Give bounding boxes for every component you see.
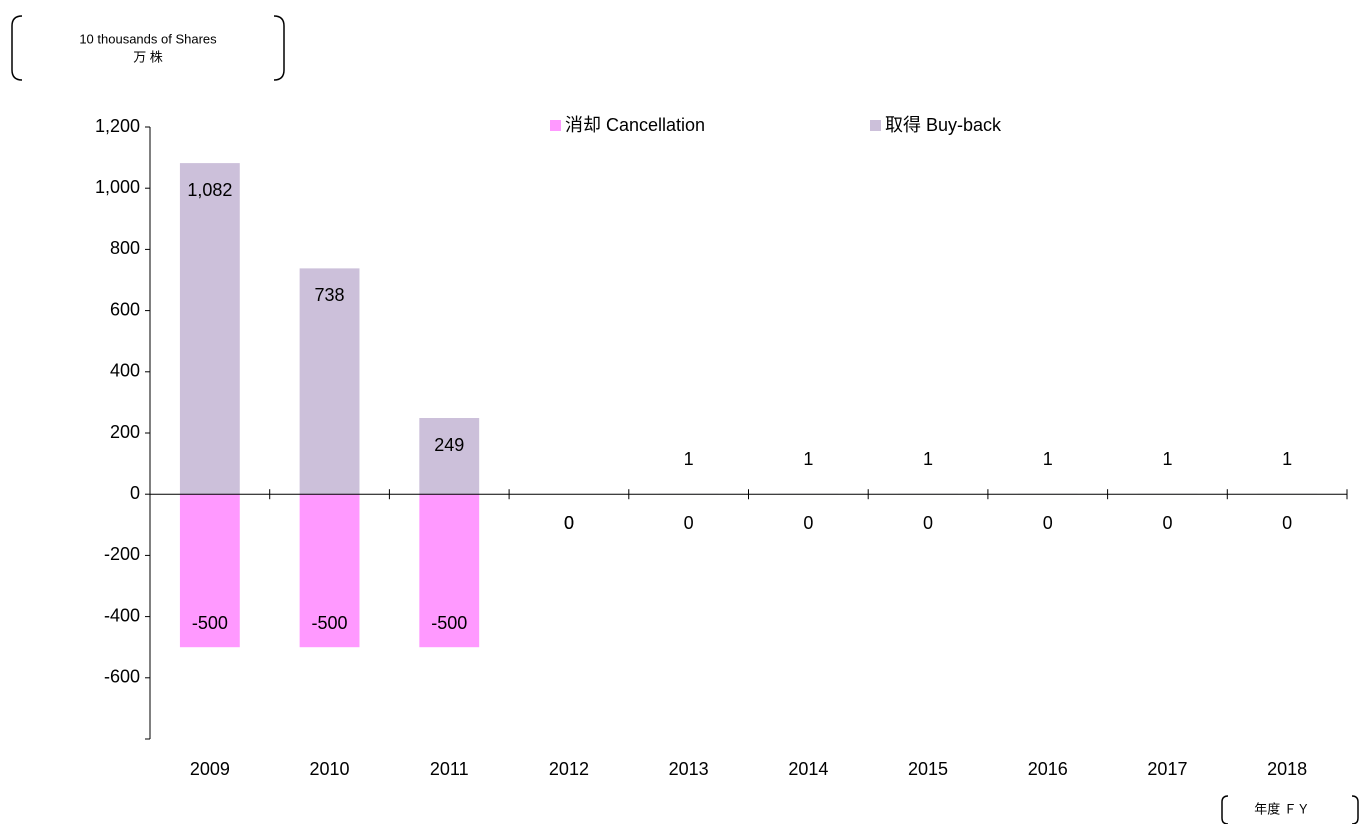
y-tick-label: -600 — [104, 667, 140, 687]
legend-swatch — [870, 120, 881, 131]
bar — [179, 163, 240, 495]
x-tick-label: 2017 — [1147, 759, 1187, 779]
unit-label: 10 thousands of Shares — [79, 31, 217, 46]
unit-label-ja: 万 株 — [133, 49, 163, 64]
data-label: 1 — [1282, 449, 1292, 469]
bracket — [273, 15, 285, 81]
data-label: -500 — [431, 613, 467, 633]
data-label: 1 — [1162, 449, 1172, 469]
y-tick-label: 1,200 — [95, 116, 140, 136]
y-tick-label: 400 — [110, 361, 140, 381]
data-label: 1 — [1043, 449, 1053, 469]
x-tick-label: 2014 — [788, 759, 828, 779]
x-tick-label: 2011 — [430, 759, 469, 779]
x-tick-label: 2016 — [1028, 759, 1068, 779]
y-tick-label: 800 — [110, 238, 140, 258]
data-label: 1 — [923, 449, 933, 469]
legend-swatch — [550, 120, 561, 131]
data-label: 0 — [1282, 513, 1292, 533]
data-label: 0 — [923, 513, 933, 533]
legend-label: 取得 Buy-back — [885, 115, 1002, 135]
data-label: 0 — [684, 513, 694, 533]
x-tick-label: 2009 — [190, 759, 230, 779]
y-tick-label: -200 — [104, 544, 140, 564]
data-label: 1,082 — [187, 180, 232, 200]
bar — [419, 494, 480, 648]
x-tick-label: 2018 — [1267, 759, 1307, 779]
bracket — [1221, 795, 1229, 824]
y-tick-label: 600 — [110, 299, 140, 319]
y-tick-label: 0 — [130, 483, 140, 503]
bar — [299, 268, 360, 495]
data-label: 0 — [564, 513, 574, 533]
data-label: 0 — [1043, 513, 1053, 533]
bar — [179, 494, 240, 648]
data-label: 0 — [564, 513, 574, 533]
y-tick-label: 1,000 — [95, 177, 140, 197]
data-label: 0 — [803, 513, 813, 533]
y-tick-label: 200 — [110, 422, 140, 442]
bracket — [1351, 795, 1359, 824]
bar — [419, 418, 480, 495]
data-label: 738 — [315, 285, 345, 305]
bracket — [11, 15, 23, 81]
x-tick-label: 2015 — [908, 759, 948, 779]
data-label: 1 — [684, 449, 694, 469]
data-label: -500 — [312, 613, 348, 633]
data-label: 0 — [1162, 513, 1172, 533]
data-label: 249 — [434, 435, 464, 455]
x-tick-label: 2010 — [310, 759, 350, 779]
x-axis-label: 年度 ＦＹ — [1254, 801, 1310, 816]
y-tick-label: -400 — [104, 605, 140, 625]
bar — [299, 494, 360, 648]
legend-label: 消却 Cancellation — [565, 115, 705, 135]
data-label: 1 — [803, 449, 813, 469]
x-tick-label: 2012 — [549, 759, 589, 779]
x-tick-label: 2013 — [669, 759, 709, 779]
data-label: -500 — [192, 613, 228, 633]
